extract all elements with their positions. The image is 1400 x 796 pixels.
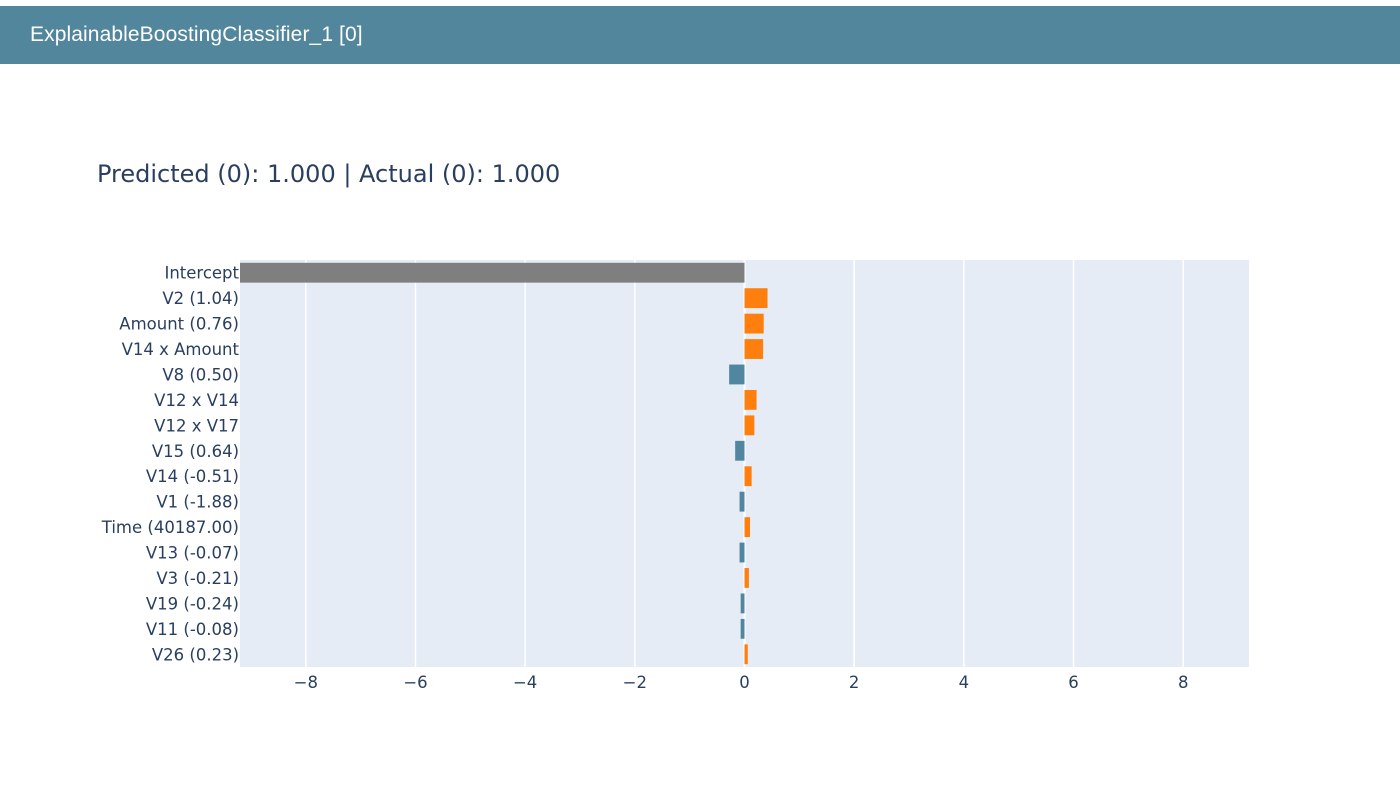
- y-tick-label: V3 (-0.21): [156, 569, 239, 588]
- bar-6[interactable]: [744, 415, 755, 436]
- y-tick-label: V2 (1.04): [162, 289, 239, 308]
- x-tick-label: 8: [1178, 673, 1189, 692]
- bar-7[interactable]: [735, 440, 745, 461]
- bars: [240, 262, 768, 665]
- bar-13[interactable]: [740, 593, 745, 614]
- y-tick-label: V19 (-0.24): [146, 594, 239, 613]
- y-tick-label: V12 x V17: [154, 416, 239, 435]
- y-tick-label: V15 (0.64): [152, 442, 239, 461]
- x-tick-label: −4: [513, 673, 537, 692]
- x-tick-label: 2: [849, 673, 860, 692]
- chart-title: Predicted (0): 1.000 | Actual (0): 1.000: [97, 160, 561, 188]
- bar-11[interactable]: [739, 542, 745, 563]
- bar-10[interactable]: [744, 517, 750, 538]
- header-bar: ExplainableBoostingClassifier_1 [0]: [0, 6, 1400, 64]
- x-tick-label: 0: [739, 673, 750, 692]
- x-tick-label: 4: [959, 673, 970, 692]
- bar-12[interactable]: [744, 568, 749, 588]
- x-axis-labels: −8 −6 −4 −2 0 2 4 6 8: [294, 673, 1189, 692]
- y-tick-label: V1 (-1.88): [156, 493, 239, 512]
- y-tick-label: V14 (-0.51): [146, 467, 239, 486]
- bar-0[interactable]: [240, 262, 745, 283]
- bar-3[interactable]: [744, 339, 764, 359]
- y-tick-label: V8 (0.50): [162, 365, 239, 384]
- bar-2[interactable]: [744, 313, 764, 334]
- bar-1[interactable]: [744, 288, 768, 309]
- y-axis-labels: Intercept V2 (1.04) Amount (0.76) V14 x Amo…: [101, 264, 240, 665]
- y-tick-label: V14 x Amount: [122, 340, 240, 359]
- bar-8[interactable]: [744, 466, 752, 487]
- x-tick-label: −6: [403, 673, 427, 692]
- y-tick-label: V26 (0.23): [152, 645, 239, 664]
- y-tick-label: Time (40187.00): [101, 518, 239, 537]
- y-tick-label: V11 (-0.08): [146, 620, 239, 639]
- header-title: ExplainableBoostingClassifier_1 [0]: [30, 23, 363, 46]
- y-tick-label: V13 (-0.07): [146, 544, 239, 563]
- y-tick-label: V12 x V14: [154, 391, 239, 410]
- y-tick-label: Amount (0.76): [119, 315, 239, 334]
- x-tick-label: 6: [1068, 673, 1079, 692]
- bar-9[interactable]: [739, 491, 745, 512]
- bar-5[interactable]: [744, 389, 757, 410]
- bar-4[interactable]: [729, 364, 745, 385]
- y-tick-label: Intercept: [164, 264, 239, 283]
- grid-lines: [305, 260, 1184, 667]
- bar-15[interactable]: [744, 644, 748, 665]
- x-tick-label: −2: [623, 673, 647, 692]
- bar-14[interactable]: [740, 618, 745, 639]
- x-tick-label: −8: [294, 673, 318, 692]
